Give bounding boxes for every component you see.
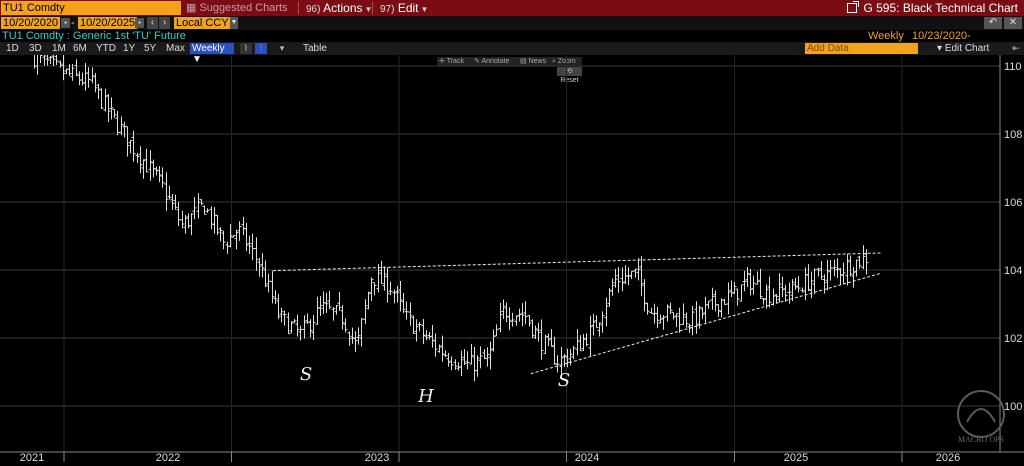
period-1d[interactable]: 1D (6, 43, 19, 54)
previous-arrow-icon[interactable]: ‹ (147, 17, 158, 29)
price-bars (34, 55, 869, 382)
trendline-support (530, 272, 881, 375)
currency-select[interactable]: Local CCY ▼ (174, 17, 238, 29)
x-tick-label: 2025 (784, 452, 808, 464)
edit-chart-button[interactable]: ▾ Edit Chart (937, 42, 989, 55)
caret-down-icon: ▾ (937, 43, 943, 54)
news-label: News (528, 58, 547, 65)
close-icon[interactable]: ✕ (1004, 17, 1022, 29)
annotate-label: Annotate (481, 58, 510, 65)
menu-divider (372, 2, 373, 14)
x-tick-label: 2023 (365, 452, 389, 464)
add-data-input[interactable]: Add Data (805, 43, 918, 54)
actions-number: 96 (306, 4, 318, 15)
caret-down-icon[interactable]: ▼ (230, 17, 238, 29)
caret-down-icon: ▼ (420, 5, 429, 14)
period-3d[interactable]: 3D (29, 43, 42, 54)
edit-number: 97 (380, 4, 392, 15)
caret-down-icon: ▼ (364, 5, 373, 14)
period-max[interactable]: Max (166, 43, 185, 54)
news-button[interactable]: ▤ News (520, 57, 546, 66)
menu-divider (298, 2, 299, 14)
watermark-text: MACRO OPS (958, 435, 1004, 444)
y-tick-label: 106 (1004, 197, 1022, 209)
x-tick-label: 2026 (936, 452, 960, 464)
y-tick-label: 108 (1004, 129, 1022, 141)
calendar-icon[interactable]: ▪ (61, 18, 70, 28)
caret-down-icon: ▼ (192, 54, 202, 65)
end-date-field[interactable]: 10/20/2025 (78, 17, 138, 29)
table-button[interactable]: Table (303, 43, 327, 54)
collapse-icon[interactable]: ⇤ (1012, 43, 1020, 53)
edit-chart-label: Edit Chart (944, 43, 990, 54)
security-description: TU1 Comdty : Generic 1st 'TU' Future (2, 30, 186, 42)
track-button[interactable]: ✛ Track (439, 57, 464, 66)
frequency-label: Weekly (868, 30, 904, 42)
frequency-value: Weekly (192, 43, 225, 54)
currency-value: Local CCY (176, 17, 229, 29)
graph-title[interactable]: G 595: Black Technical Chart (847, 0, 1018, 16)
x-tick-label: 2024 (575, 452, 599, 464)
caret-down-icon[interactable]: ▾ (279, 43, 285, 53)
reset-label: Reset (560, 77, 579, 84)
reset-button[interactable]: ⟲ Reset (557, 67, 582, 84)
reset-icon: ⟲ (566, 68, 573, 75)
edit-label: Edit (397, 1, 419, 15)
crosshair-icon: ✛ (439, 58, 445, 65)
actions-menu[interactable]: 96) Actions ▼ (306, 1, 373, 15)
annotation-head: H (417, 386, 434, 407)
date-bar: 10/20/2020 ▪ - 10/20/2025 ▪ ‹ › Local CC… (0, 16, 1024, 30)
pattern-annotations: S H S (300, 364, 570, 407)
calendar-icon[interactable]: ▪ (135, 18, 144, 28)
y-tick-label: 102 (1004, 333, 1022, 345)
next-arrow-icon[interactable]: › (159, 17, 170, 29)
frequency-select[interactable]: Weekly ▼ (190, 43, 234, 65)
y-tick-label: 104 (1004, 265, 1022, 277)
start-date-field[interactable]: 10/20/2020 (1, 17, 61, 29)
x-tick-label: 2021 (20, 452, 44, 464)
undo-icon[interactable]: ↶ (984, 17, 1002, 29)
period-6m[interactable]: 6M (73, 43, 87, 54)
suggested-charts-menu[interactable]: ▦ Suggested Charts (186, 1, 288, 15)
trendlines (272, 252, 881, 375)
y-tick-label: 100 (1004, 401, 1022, 413)
chart-icon: ▦ (186, 2, 197, 14)
trendline-neckline (272, 252, 881, 272)
bar-chart-icon[interactable]: ⫶ (255, 43, 267, 54)
security-bar: TU1 Comdty ▦ Suggested Charts 96) Action… (0, 0, 1024, 16)
y-tick-label: 110 (1004, 61, 1022, 73)
suggested-charts-label: Suggested Charts (199, 2, 288, 14)
chart-toolbar: 1D 3D 1M 6M YTD 1Y 5Y Max Weekly ▼ ⌇ ⫶ ▾… (0, 42, 1024, 65)
date-separator: - (71, 17, 75, 29)
security-input[interactable]: TU1 Comdty (1, 1, 181, 15)
line-chart-icon[interactable]: ⌇ (240, 43, 252, 54)
track-label: Track (446, 58, 464, 65)
external-link-icon[interactable] (847, 1, 860, 13)
actions-label: Actions (323, 1, 363, 15)
y-axis: 100 102 104 106 108 110 (999, 55, 1022, 452)
news-icon: ▤ (520, 58, 527, 65)
annotation-left-shoulder: S (300, 364, 312, 385)
period-ytd[interactable]: YTD (96, 43, 116, 54)
period-1m[interactable]: 1M (52, 43, 66, 54)
period-5y[interactable]: 5Y (144, 43, 157, 54)
macro-ops-watermark: MACRO OPS (957, 390, 1005, 444)
annotation-right-shoulder: S (558, 370, 570, 391)
magnifier-icon: ⌕ (552, 58, 556, 65)
pencil-icon: ✎ (474, 58, 480, 65)
x-tick-label: 2022 (156, 452, 180, 464)
annotate-button[interactable]: ✎ Annotate (474, 57, 509, 66)
x-axis: 2021 2022 2023 2024 2025 2026 (0, 451, 1024, 464)
edit-menu[interactable]: 97) Edit ▼ (380, 1, 429, 15)
period-1y[interactable]: 1Y (123, 43, 136, 54)
graph-title-label: G 595: Black Technical Chart (863, 1, 1018, 15)
